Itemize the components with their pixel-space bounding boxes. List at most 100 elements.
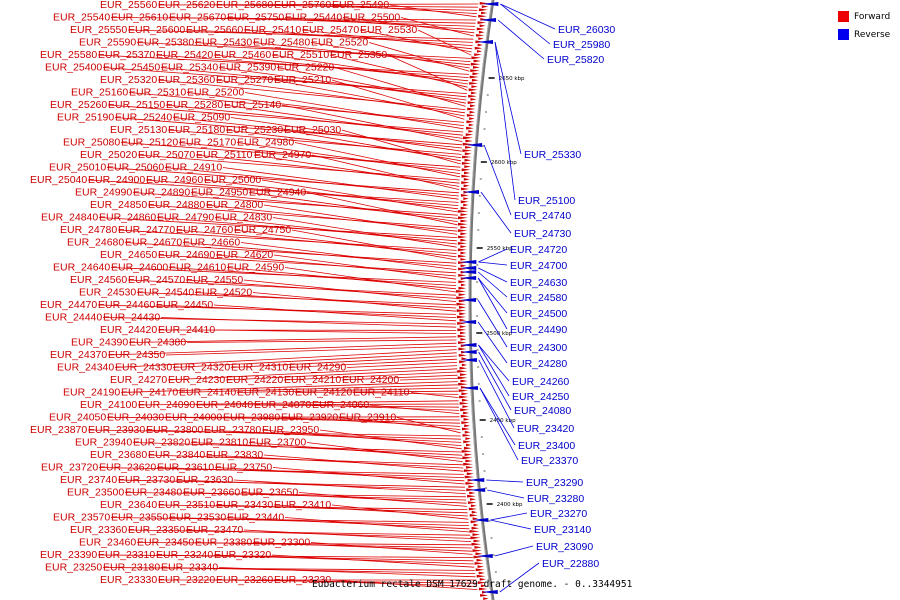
forward-gene-label: EUR_25150 [108, 99, 165, 111]
forward-gene [471, 78, 479, 82]
forward-leader-line [252, 542, 473, 552]
forward-leader-line [263, 204, 458, 235]
reverse-gene-label: EUR_23140 [534, 524, 591, 536]
forward-gene [469, 514, 478, 517]
forward-gene-label: EUR_24970 [254, 149, 311, 161]
forward-gene-label: EUR_25020 [80, 149, 137, 161]
forward-gene [478, 37, 484, 40]
forward-gene-label: EUR_25460 [214, 49, 271, 61]
forward-gene [470, 69, 480, 72]
forward-gene-label: EUR_24670 [125, 237, 182, 249]
forward-leader-line [331, 579, 478, 590]
forward-gene-label: EUR_23810 [191, 437, 248, 449]
forward-gene-label: EUR_25350 [330, 49, 387, 61]
forward-gene [473, 539, 481, 543]
forward-gene-label: EUR_25090 [173, 112, 230, 124]
forward-gene-label: EUR_24850 [90, 199, 147, 211]
forward-gene [465, 133, 474, 136]
forward-gene [476, 27, 485, 31]
reverse-gene [481, 590, 498, 594]
forward-leader-line [291, 229, 457, 261]
forward-gene [458, 280, 467, 284]
reverse-leader-line [500, 3, 556, 30]
reverse-swatch [838, 29, 849, 40]
reverse-leader-line [494, 545, 534, 557]
forward-leader-line [284, 267, 457, 293]
reverse-gene-label: EUR_24490 [510, 324, 567, 336]
forward-leader-line [417, 29, 472, 56]
forward-gene-label: EUR_25140 [224, 99, 281, 111]
forward-gene [471, 542, 482, 546]
reverse-leader-line [477, 277, 508, 330]
forward-gene [463, 197, 469, 200]
reverse-gene [460, 320, 477, 324]
forward-leader-line [223, 104, 463, 139]
forward-gene-label: EUR_25580 [40, 49, 97, 61]
forward-gene-label: EUR_25120 [121, 137, 178, 149]
forward-leader-line [368, 42, 470, 72]
forward-gene-label: EUR_25400 [45, 62, 102, 74]
forward-gene-label: EUR_24840 [41, 212, 98, 224]
forward-gene-label: EUR_23450 [137, 537, 194, 549]
forward-leader-line [233, 229, 457, 258]
forward-gene-label: EUR_24750 [234, 224, 291, 236]
forward-gene-label: EUR_25130 [110, 124, 167, 136]
reverse-leader-line [478, 344, 510, 397]
forward-gene [469, 104, 476, 108]
forward-gene [466, 120, 475, 124]
forward-gene-label: EUR_23500 [67, 487, 124, 499]
forward-leader-line [230, 355, 457, 368]
forward-gene-label: EUR_23320 [214, 549, 271, 561]
forward-gene-label: EUR_24560 [70, 274, 127, 286]
forward-gene-label: EUR_23180 [103, 562, 160, 574]
forward-leader-line [213, 54, 469, 82]
forward-leader-line [172, 117, 462, 149]
forward-gene-label: EUR_24340 [57, 362, 114, 374]
forward-leader-line [244, 92, 464, 130]
forward-gene-label: EUR_25430 [195, 37, 252, 49]
forward-gene [461, 174, 471, 178]
forward-leader-line [272, 217, 457, 248]
forward-leader-line [341, 374, 458, 381]
forward-gene [457, 328, 467, 332]
forward-leader-line [306, 192, 458, 226]
forward-gene-label: EUR_23240 [156, 549, 213, 561]
forward-gene-label: EUR_23440 [227, 512, 284, 524]
forward-legend-label: Forward [854, 11, 891, 22]
reverse-gene-label: EUR_25980 [553, 39, 610, 51]
reverse-gene-label: EUR_24630 [510, 277, 567, 289]
forward-gene [463, 418, 470, 421]
forward-gene [460, 258, 467, 261]
reverse-gene [460, 298, 476, 302]
forward-gene-label: EUR_25620 [158, 0, 215, 11]
reverse-gene-label: EUR_24500 [510, 308, 567, 320]
axis-tick-label: 2600 kbp [491, 160, 517, 166]
forward-gene-label: EUR_25520 [311, 37, 368, 49]
forward-gene [460, 206, 469, 210]
reverse-labels: EUR_26030 EUR_25980 EUR_25820 EUR_25330 EUR_… [510, 24, 615, 570]
forward-gene [460, 283, 467, 287]
forward-gene [464, 152, 472, 156]
forward-leader-line [110, 517, 469, 523]
forward-leader-line [97, 54, 470, 75]
forward-leader-line [157, 254, 457, 274]
forward-leader-line [137, 400, 459, 406]
forward-gene [461, 357, 467, 360]
forward-gene [463, 184, 470, 188]
forward-gene-label: EUR_24170 [121, 387, 178, 399]
forward-gene [466, 472, 474, 476]
forward-leader-line [352, 392, 459, 395]
forward-gene-label: EUR_23700 [249, 437, 306, 449]
forward-leader-line [281, 104, 463, 142]
forward-gene-label: EUR_24460 [98, 299, 155, 311]
forward-gene [458, 382, 468, 386]
forward-gene [460, 251, 467, 255]
forward-leader-line [215, 254, 457, 277]
reverse-leader-line [494, 41, 522, 155]
forward-gene [474, 53, 482, 56]
forward-leader-line [107, 104, 464, 133]
forward-leader-line [225, 368, 458, 381]
forward-gene-label: EUR_24040 [196, 399, 253, 411]
forward-gene-label: EUR_24000 [165, 412, 222, 424]
forward-leader-line [98, 217, 458, 238]
